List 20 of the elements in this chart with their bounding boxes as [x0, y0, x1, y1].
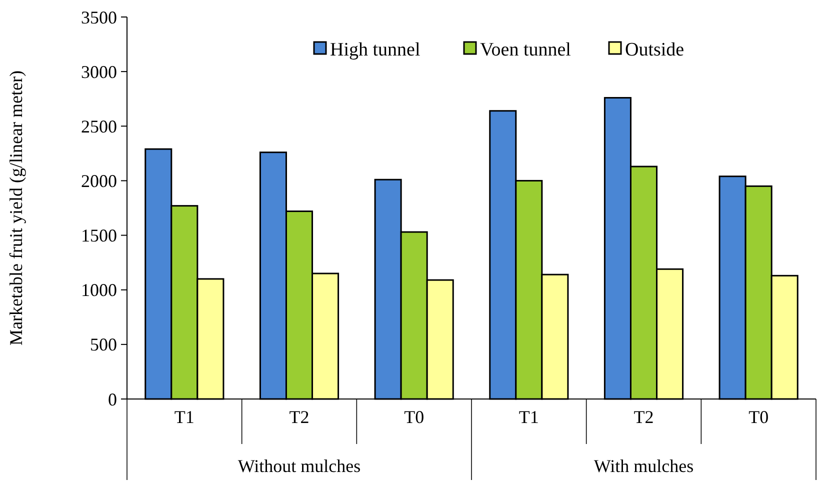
- x-tick-label: T2: [634, 407, 654, 427]
- text: With mulches: [594, 456, 694, 476]
- x-tick-label: T0: [748, 407, 769, 427]
- legend-label: High tunnel: [330, 40, 420, 61]
- x-tick-label: T2: [289, 407, 310, 427]
- y-tick-label: 3000: [81, 62, 117, 82]
- y-tick-label: 1000: [81, 280, 117, 300]
- legend-label: Outside: [625, 40, 684, 61]
- y-tick-label: 0: [108, 389, 117, 410]
- y-tick-label: 2500: [81, 116, 117, 136]
- x-tick-label: T1: [174, 407, 194, 427]
- y-axis-title: Marketable fruit yield (g/linear meter): [6, 70, 26, 346]
- y-tick-label: 500: [90, 334, 117, 355]
- y-tick-label: 3500: [81, 7, 117, 28]
- y-tick-label: 1500: [81, 226, 117, 246]
- text: Without mulches: [238, 456, 361, 476]
- x-tick-label: T0: [404, 407, 424, 427]
- y-tick-label: 2000: [81, 171, 117, 192]
- legend-label: Voen tunnel: [480, 40, 571, 61]
- x-tick-label: T1: [518, 407, 539, 427]
